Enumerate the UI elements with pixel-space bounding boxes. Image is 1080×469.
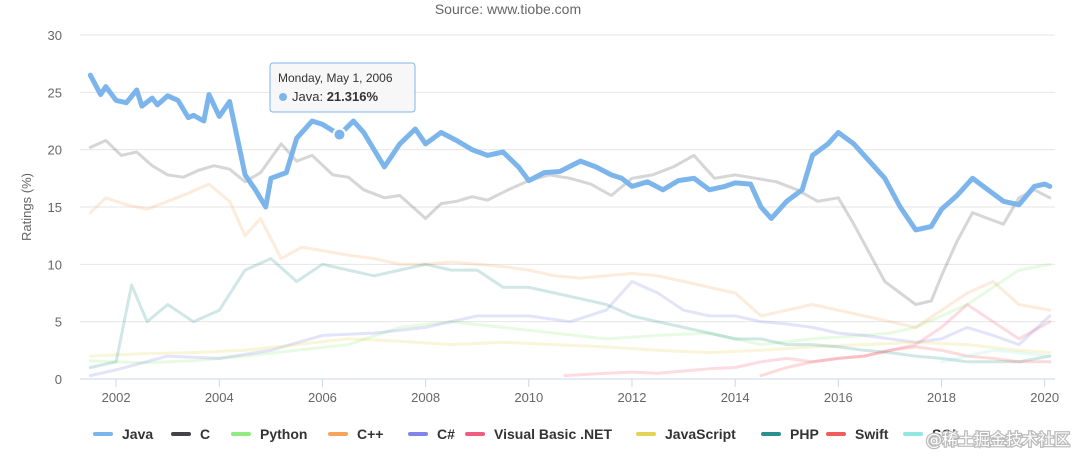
tooltip: Monday, May 1, 2006 Java: 21.316% [269,62,416,113]
legend-label: C++ [357,426,383,442]
y-tick-label: 10 [48,257,62,272]
y-tick-label: 15 [48,200,62,215]
legend-label: Java [122,426,153,442]
legend-label: Python [260,426,307,442]
legend-item-c[interactable]: C++ [328,426,383,442]
series-line-javascript[interactable] [88,337,1052,358]
y-axis-ticks: 0 5 10 15 20 25 30 [48,28,62,387]
x-tick-label: 2004 [205,390,234,405]
tooltip-date: Monday, May 1, 2006 [278,71,393,85]
chart-subtitle: Source: www.tiobe.com [435,1,581,17]
legend-item-javascript[interactable]: JavaScript [636,426,736,442]
x-tick-label: 2016 [824,390,853,405]
legend: Java C Python C++ C# Visual Basic .NET JavaScr… [93,426,961,442]
x-tick-label: 2020 [1030,390,1059,405]
legend-label: C [200,426,210,442]
x-axis-ticks: 2002 2004 2006 2008 2010 2012 2014 2016 2018 2020 [102,379,1059,405]
tooltip-series-marker [279,93,287,101]
legend-item-visual-basic-net[interactable]: Visual Basic .NET [465,426,612,442]
tooltip-series-row: Java: 21.316% [292,89,378,104]
watermark-text: @稀土掘金技术社区 [926,430,1070,449]
series-line-c[interactable] [88,139,1052,306]
series-line-visual-basic-net[interactable] [563,303,1052,378]
series-line-java[interactable] [87,72,1053,233]
legend-label: SQL [932,426,961,442]
y-tick-label: 5 [55,315,62,330]
legend-label: PHP [790,426,819,442]
series-line-c[interactable] [88,280,1052,378]
hover-point-marker[interactable] [332,127,347,142]
legend-label: Visual Basic .NET [494,426,612,442]
series-line-sql[interactable] [940,348,1052,364]
series-lines [87,72,1053,378]
legend-item-c[interactable]: C [171,426,210,442]
legend-item-sql[interactable]: SQL [903,426,961,442]
tooltip-series-value: 21.316% [327,89,379,104]
legend-label: Swift [855,426,889,442]
legend-item-c[interactable]: C# [408,426,455,442]
series-line-php[interactable] [88,257,1052,369]
series-line-swift[interactable] [759,345,1052,378]
legend-item-swift[interactable]: Swift [826,426,889,442]
y-axis-title: Ratings (%) [19,173,34,241]
x-tick-label: 2002 [102,390,131,405]
legend-item-java[interactable]: Java [93,426,153,442]
y-tick-label: 25 [48,85,62,100]
x-tick-label: 2012 [618,390,647,405]
watermark: @稀土掘金技术社区 [925,429,1072,451]
tooltip-box [269,62,416,113]
y-tick-label: 20 [48,143,62,158]
legend-label: C# [437,426,455,442]
legend-item-php[interactable]: PHP [761,426,819,442]
x-tick-label: 2018 [927,390,956,405]
x-tick-label: 2006 [308,390,337,405]
y-tick-label: 30 [48,28,62,43]
legend-item-python[interactable]: Python [231,426,307,442]
series-line-python[interactable] [88,262,1052,365]
x-tick-label: 2008 [411,390,440,405]
x-tick-label: 2010 [514,390,543,405]
y-tick-label: 0 [55,372,62,387]
tooltip-series-name: Java [292,89,320,104]
x-tick-label: 2014 [721,390,750,405]
series-line-c[interactable] [88,182,1052,329]
legend-label: JavaScript [665,426,736,442]
grid-lines [80,34,1055,380]
